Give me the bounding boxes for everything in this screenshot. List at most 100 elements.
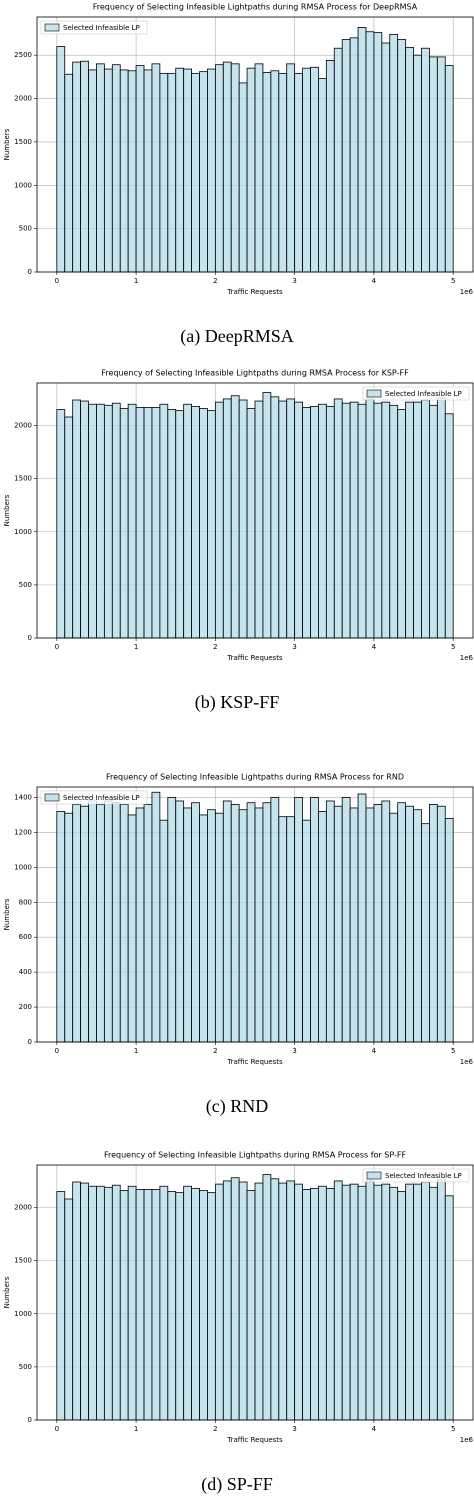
histogram-bar bbox=[72, 1181, 82, 1421]
y-tick-label: 400 bbox=[19, 968, 32, 976]
histogram-bar bbox=[183, 807, 192, 1043]
histogram-bar bbox=[318, 1185, 327, 1421]
histogram-bar bbox=[349, 37, 359, 273]
histogram-bar bbox=[151, 1189, 161, 1421]
histogram-bar bbox=[428, 1186, 438, 1421]
chart-title: Frequency of Selecting Infeasible Lightp… bbox=[93, 3, 418, 12]
caption: (d) SP-FF bbox=[201, 1474, 273, 1495]
histogram-bar bbox=[270, 1178, 280, 1421]
histogram-bar bbox=[444, 1195, 454, 1421]
x-tick-label: 3 bbox=[292, 643, 296, 651]
histogram-bar bbox=[365, 31, 375, 273]
histogram-bar bbox=[119, 69, 129, 273]
histogram-bar bbox=[72, 399, 82, 639]
legend-box bbox=[362, 386, 470, 401]
histogram-bar bbox=[333, 1180, 343, 1421]
histogram-bar bbox=[238, 82, 248, 273]
x-tick-label: 0 bbox=[55, 643, 59, 651]
histogram-bar bbox=[357, 793, 367, 1043]
chart: Frequency of Selecting Infeasible Lightp… bbox=[3, 1151, 474, 1496]
caption: (c) RND bbox=[206, 1096, 268, 1117]
histogram-bar bbox=[373, 804, 383, 1043]
y-tick-label: 1000 bbox=[14, 1310, 32, 1318]
histogram-bar bbox=[191, 802, 200, 1043]
histogram-bar bbox=[254, 400, 264, 639]
histogram-bar bbox=[254, 63, 264, 273]
histogram-bar bbox=[151, 63, 161, 273]
histogram-bar bbox=[151, 791, 161, 1043]
histogram-bar bbox=[151, 407, 161, 639]
histogram-bar bbox=[436, 805, 446, 1043]
histogram-bar bbox=[286, 1180, 296, 1421]
histogram-bar bbox=[199, 71, 208, 273]
histogram-bar bbox=[302, 1189, 311, 1421]
histogram-bar bbox=[199, 1190, 208, 1421]
histogram-bar bbox=[381, 42, 391, 273]
x-tick-label: 0 bbox=[55, 1425, 59, 1433]
histogram-bar bbox=[294, 401, 303, 639]
histogram-bar bbox=[373, 32, 383, 273]
histogram-bar bbox=[262, 802, 272, 1043]
x-offset-label: 1e6 bbox=[460, 1436, 474, 1444]
histogram-bar bbox=[325, 405, 335, 639]
caption: (a) DeepRMSA bbox=[180, 326, 293, 347]
histogram-bar bbox=[80, 60, 89, 273]
histogram-bar bbox=[64, 73, 74, 273]
histogram-bar bbox=[119, 408, 129, 639]
histogram-bar bbox=[310, 405, 319, 639]
histogram-bar bbox=[341, 402, 351, 639]
y-tick-label: 2000 bbox=[14, 1204, 32, 1212]
y-tick-label: 1200 bbox=[14, 828, 32, 836]
x-tick-label: 0 bbox=[55, 1047, 59, 1055]
histogram-bar bbox=[246, 802, 256, 1043]
histogram-bar bbox=[56, 811, 66, 1043]
histogram-bar bbox=[405, 805, 414, 1043]
histogram-bar bbox=[64, 416, 74, 639]
histogram-bar bbox=[167, 72, 177, 273]
chart-title: Frequency of Selecting Infeasible Lightp… bbox=[106, 773, 404, 782]
x-tick-label: 1 bbox=[134, 643, 138, 651]
legend-label: Selected Infeasible LP bbox=[385, 390, 462, 398]
chart: Frequency of Selecting Infeasible Lightp… bbox=[3, 773, 474, 1118]
x-tick-label: 2 bbox=[213, 1425, 217, 1433]
legend-patch bbox=[44, 793, 60, 802]
histogram-bar bbox=[325, 800, 335, 1043]
y-tick-label: 2000 bbox=[14, 422, 32, 430]
histogram-bar bbox=[413, 401, 422, 639]
histogram-bar bbox=[262, 72, 272, 273]
y-tick-label: 0 bbox=[28, 634, 32, 642]
histogram-bar bbox=[143, 1189, 153, 1421]
histogram-bar bbox=[72, 61, 82, 273]
histogram-bar bbox=[318, 811, 327, 1043]
x-offset-label: 1e6 bbox=[460, 288, 474, 296]
histogram-bar bbox=[191, 405, 200, 639]
histogram-bar bbox=[167, 1191, 177, 1421]
histogram-bar bbox=[96, 403, 105, 639]
x-axis-label: Traffic Requests bbox=[226, 1436, 283, 1444]
histogram-bar bbox=[103, 800, 113, 1043]
histogram-bar bbox=[119, 1190, 129, 1421]
histogram-bar bbox=[191, 72, 200, 273]
x-tick-label: 0 bbox=[55, 277, 59, 285]
y-tick-label: 0 bbox=[28, 268, 32, 276]
histogram-bar bbox=[127, 403, 137, 639]
legend-label: Selected Infeasible LP bbox=[63, 24, 140, 32]
histogram-bar bbox=[103, 1186, 113, 1421]
y-tick-label: 1500 bbox=[14, 475, 32, 483]
x-tick-label: 3 bbox=[292, 1047, 296, 1055]
histogram-bar bbox=[349, 807, 359, 1043]
x-tick-label: 3 bbox=[292, 1425, 296, 1433]
histogram-bar bbox=[214, 1183, 224, 1421]
histogram-bar bbox=[413, 809, 422, 1043]
x-tick-label: 5 bbox=[451, 1425, 455, 1433]
chart: Frequency of Selecting Infeasible Lightp… bbox=[3, 3, 474, 348]
y-axis-label: Numbers bbox=[3, 128, 11, 160]
y-axis-label: Numbers bbox=[3, 494, 11, 526]
x-tick-label: 5 bbox=[451, 643, 455, 651]
histogram-bar bbox=[238, 1181, 248, 1421]
y-tick-label: 1000 bbox=[14, 863, 32, 871]
histogram-bar bbox=[318, 403, 327, 639]
histogram-bar bbox=[175, 800, 185, 1043]
histogram-bar bbox=[333, 805, 343, 1043]
